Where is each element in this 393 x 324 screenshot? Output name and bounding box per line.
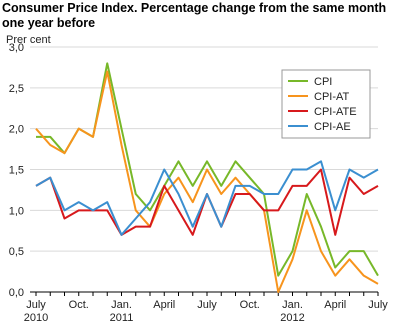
y-tick-label: 3,0 [9, 42, 24, 54]
x-tick-label: Oct. [69, 299, 89, 311]
x-tick-label: Oct. [240, 299, 260, 311]
legend-label: CPI [314, 76, 332, 88]
x-tick-label: July [368, 299, 388, 311]
x-tick-label: July 2010 [24, 299, 48, 324]
data-line [35, 160, 379, 236]
x-tick-label: April [324, 299, 346, 311]
y-axis-label: Prer cent [6, 34, 51, 46]
y-tick-label: 0,0 [9, 287, 24, 299]
data-line [35, 70, 379, 293]
y-tick-label: 2,5 [9, 83, 24, 95]
legend-label: CPI-AE [314, 121, 351, 133]
legend-label: CPI-ATE [314, 106, 357, 118]
legend-label: CPI-AT [314, 91, 350, 103]
x-tick-label: July [197, 299, 217, 311]
x-tick-label: April [153, 299, 175, 311]
y-tick-label: 2,0 [9, 124, 24, 136]
x-tick-label: Jan. 2011 [110, 299, 134, 324]
y-tick-label: 1,0 [9, 205, 24, 217]
y-tick-label: 1,5 [9, 165, 24, 177]
y-tick-label: 0,5 [9, 246, 24, 258]
chart-title: Consumer Price Index. Percentage change … [2, 1, 387, 30]
x-tick-label: Jan. 2012 [280, 299, 304, 324]
